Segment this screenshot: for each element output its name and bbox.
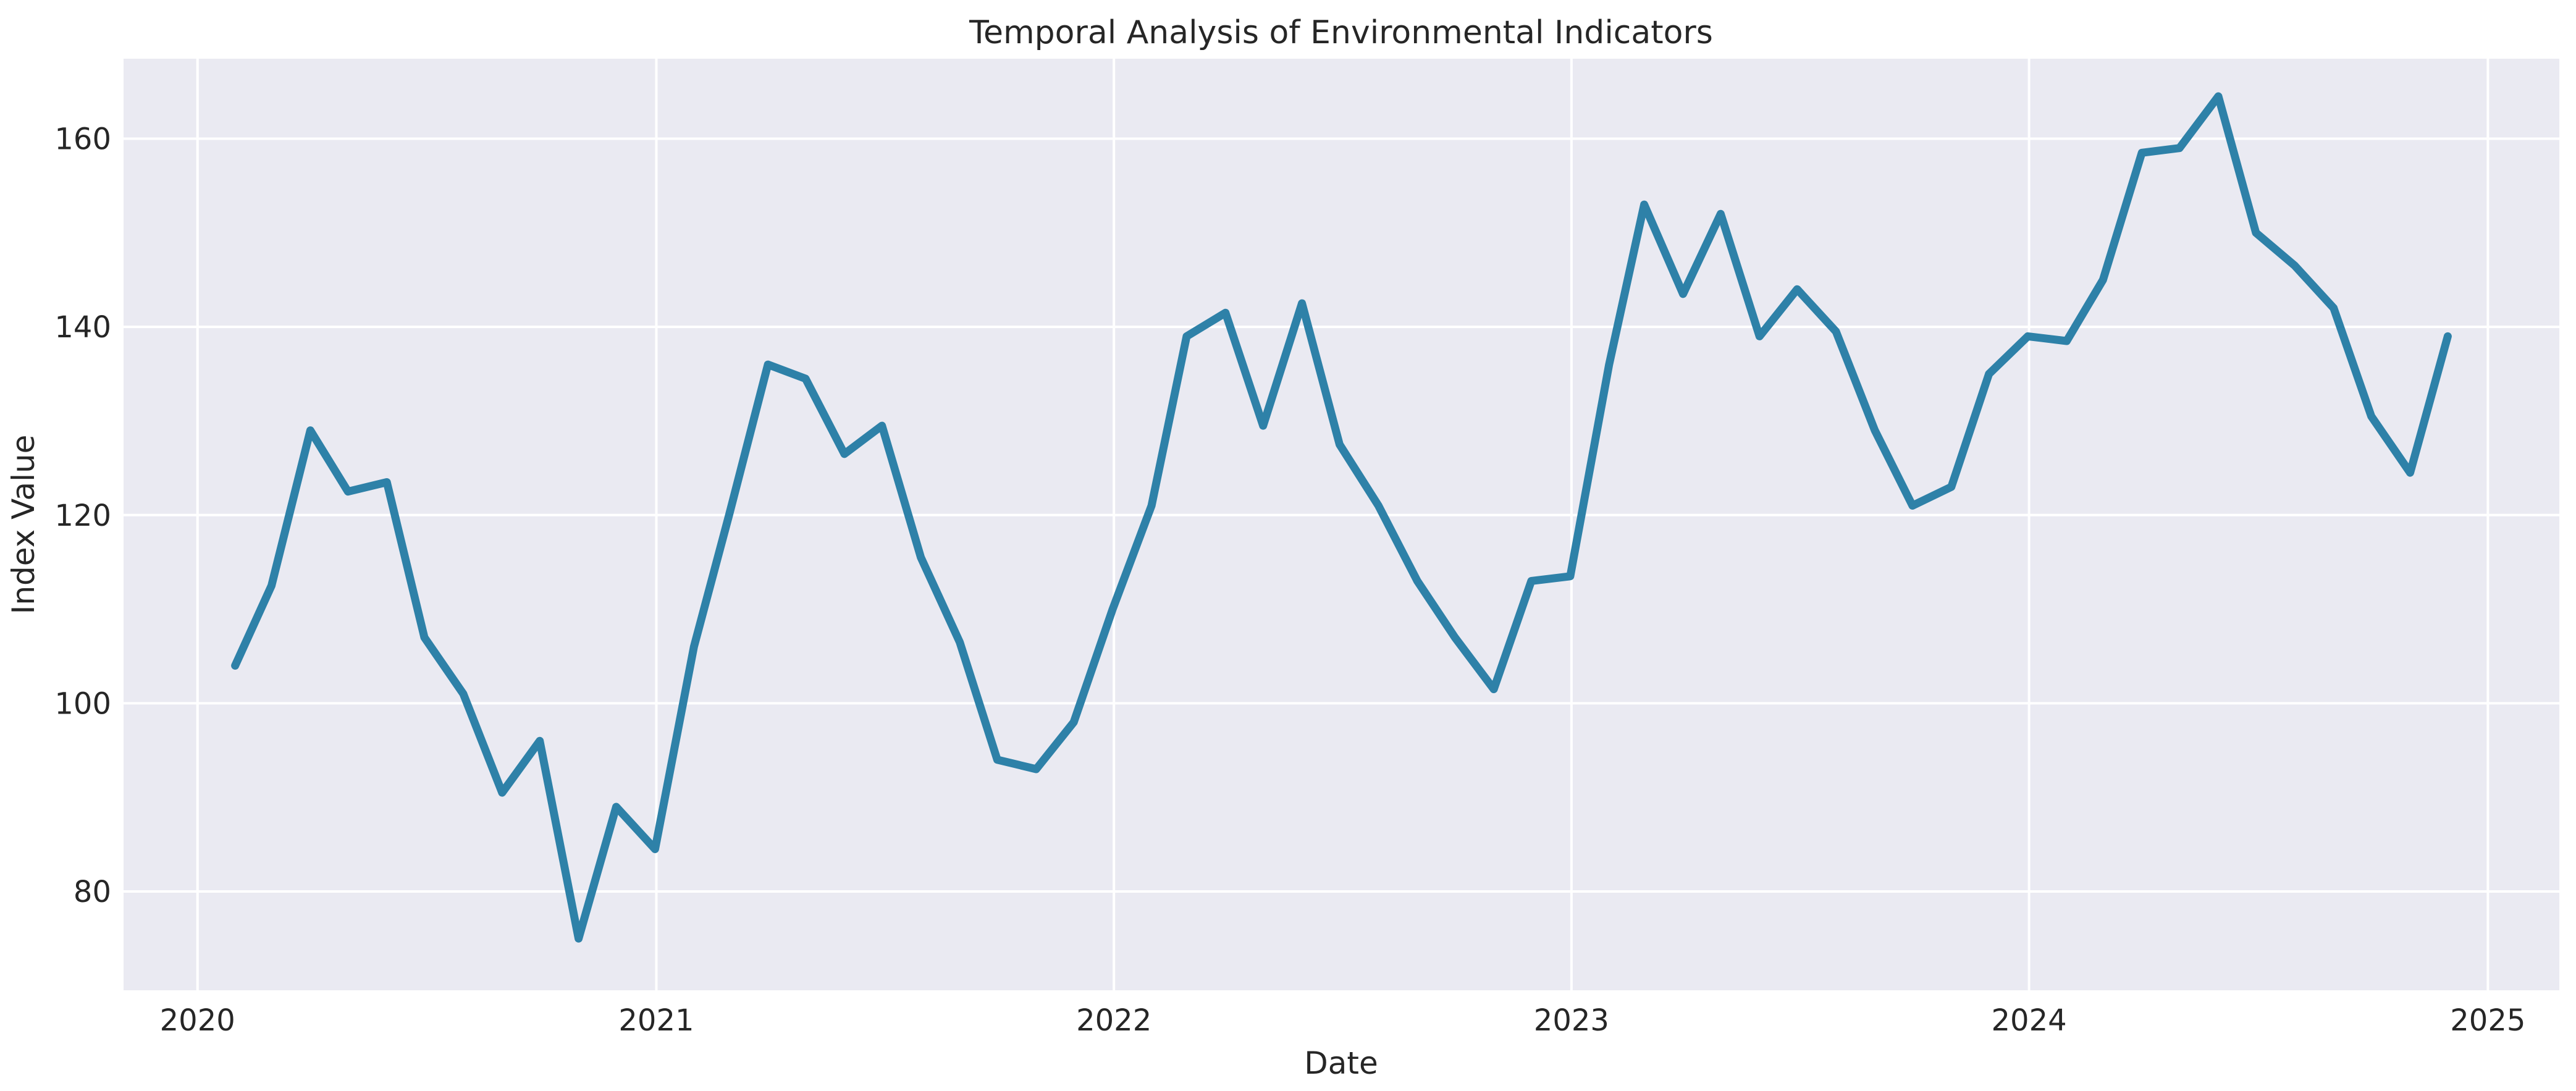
- x-tick-label: 2024: [1992, 1003, 2067, 1038]
- y-axis-ticks: 80 100 120 140 160: [54, 122, 111, 909]
- gridlines: [124, 59, 2559, 990]
- y-tick-label: 120: [54, 499, 111, 533]
- x-tick-label: 2021: [618, 1003, 694, 1038]
- y-tick-label: 80: [74, 875, 111, 909]
- x-tick-label: 2023: [1534, 1003, 1609, 1038]
- x-tick-label: 2022: [1076, 1003, 1151, 1038]
- y-tick-label: 160: [54, 122, 111, 156]
- x-tick-label: 2025: [2450, 1003, 2525, 1038]
- plot-area: [124, 59, 2559, 990]
- y-tick-label: 140: [54, 310, 111, 345]
- data-line: [231, 92, 2452, 943]
- y-axis-label: Index Value: [6, 435, 41, 615]
- y-tick-label: 100: [54, 686, 111, 721]
- x-axis-label: Date: [1304, 1045, 1378, 1081]
- chart-title: Temporal Analysis of Environmental Indic…: [969, 14, 1713, 51]
- x-tick-label: 2020: [160, 1003, 235, 1038]
- x-axis-ticks: 2020 2021 2022 2023 2024 2025: [160, 1003, 2526, 1038]
